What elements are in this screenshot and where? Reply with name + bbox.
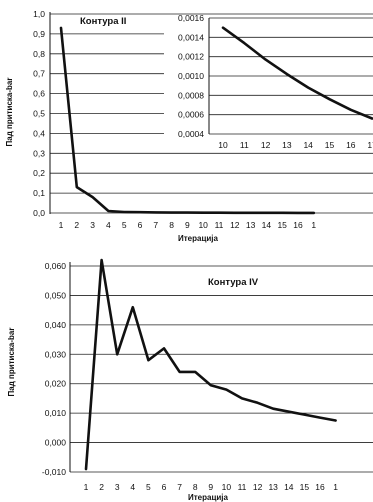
c1-x-tick-label: 6 xyxy=(138,220,143,230)
c1-x-tick-label: 7 xyxy=(153,220,158,230)
c3-x-tick-label: 6 xyxy=(162,482,167,492)
c1-x-tick-label: 1 xyxy=(59,220,64,230)
c3-y-tick-label: 0,010 xyxy=(45,408,67,418)
c1-y-tick-label: 1,0 xyxy=(33,9,45,19)
chart-contour-2: 0,00,10,20,30,40,50,60,70,80,91,01 2 3 4 5 6 7… xyxy=(5,9,373,243)
c3-y-tick-label: 0,060 xyxy=(45,261,67,271)
c1-series-line xyxy=(59,26,316,215)
c1-y-tick-label: 0,8 xyxy=(33,49,45,59)
c3-x-tick-label: 15 xyxy=(300,482,310,492)
c2-y-tick-label: 0,0006 xyxy=(178,110,204,120)
c1-x-tick-label: 11 xyxy=(215,220,224,230)
c2-y-tick-label: 0,0016 xyxy=(178,13,204,23)
c1-x-axis-label: Итерација xyxy=(178,234,219,243)
c2-x-tick-label: 17 xyxy=(367,140,373,150)
c2-x-tick-label: 11 xyxy=(240,140,249,150)
c2-x-tick-label: 10 xyxy=(218,140,228,150)
c2-x-tick-label: 14 xyxy=(303,140,313,150)
c3-x-tick-label: 11 xyxy=(238,482,247,492)
c3-y-tick-label: 0,030 xyxy=(45,349,67,359)
c3-y-tick-label: 0,040 xyxy=(45,320,67,330)
c1-y-tick-label: 0,2 xyxy=(33,168,45,178)
c2-y-tick-label: 0,0004 xyxy=(178,129,204,139)
c1-x-tick-label: 2 xyxy=(74,220,79,230)
c3-x-tick-label: 5 xyxy=(146,482,151,492)
c2-x-tick-label: 13 xyxy=(282,140,292,150)
c2-y-tick-label: 0,0008 xyxy=(178,90,204,100)
c3-x-tick-label: 14 xyxy=(284,482,294,492)
c3-x-tick-label: 2 xyxy=(99,482,104,492)
c1-x-tick-label: 12 xyxy=(230,220,240,230)
c1-x-tick-label: 1 xyxy=(311,220,316,230)
c1-y-tick-label: 0,0 xyxy=(33,208,45,218)
c3-x-tick-label: 3 xyxy=(115,482,120,492)
c2-x-tick-label: 15 xyxy=(325,140,335,150)
c3-x-tick-label: 9 xyxy=(208,482,213,492)
c3-y-tick-label: -0,010 xyxy=(42,467,66,477)
c1-x-tick-label: 3 xyxy=(90,220,95,230)
c3-y-tick-label: 0,020 xyxy=(45,379,67,389)
c3-grid xyxy=(70,265,373,473)
c2-x-tick-label: 12 xyxy=(261,140,271,150)
c3-series-line xyxy=(84,258,337,471)
c1-x-tick-label: 13 xyxy=(246,220,256,230)
c1-x-tick-label: 10 xyxy=(198,220,208,230)
c3-chart-title: Контура IV xyxy=(208,277,259,288)
c1-y-tick-label: 0,4 xyxy=(33,128,45,138)
c3-series xyxy=(84,258,337,471)
c3-ticks: -0,010 0,000 0,010 0,020 0,030 0,040 0,050 0,06… xyxy=(42,261,338,492)
c2-y-tick-label: 0,0012 xyxy=(178,52,204,62)
c3-x-tick-label: 12 xyxy=(253,482,263,492)
c1-y-tick-label: 0,3 xyxy=(33,148,45,158)
c1-y-axis-label: Пад притиска-bar xyxy=(5,78,14,147)
c1-y-tick-label: 0,7 xyxy=(33,69,45,79)
c2-y-tick-label: 0,0010 xyxy=(178,71,204,81)
c1-y-tick-label: 0,9 xyxy=(33,29,45,39)
c3-y-axis-label: Пад притиска-bar xyxy=(7,328,16,397)
c2-series-line xyxy=(221,26,373,120)
c3-y-tick-label: 0,000 xyxy=(45,438,67,448)
c1-x-tick-label: 8 xyxy=(169,220,174,230)
c3-x-tick-label: 1 xyxy=(84,482,89,492)
c1-series xyxy=(59,26,316,215)
c1-x-tick-label: 15 xyxy=(277,220,287,230)
c1-x-tick-label: 16 xyxy=(293,220,303,230)
c3-y-tick-label: 0,050 xyxy=(45,290,67,300)
c3-x-tick-label: 4 xyxy=(130,482,135,492)
c1-y-tick-label: 0,1 xyxy=(33,188,45,198)
c2-x-tick-label: 16 xyxy=(346,140,356,150)
c1-x-tick-label: 4 xyxy=(106,220,111,230)
c1-ticks: 0,00,10,20,30,40,50,60,70,80,91,01 2 3 4 5 6 7… xyxy=(33,9,316,230)
c1-chart-title: Контура II xyxy=(80,16,126,27)
c3-x-tick-label: 16 xyxy=(315,482,325,492)
c3-x-tick-label: 1 xyxy=(333,482,338,492)
c1-y-tick-label: 0,5 xyxy=(33,109,45,119)
c3-x-tick-label: 8 xyxy=(193,482,198,492)
c1-x-tick-label: 5 xyxy=(122,220,127,230)
c2-series xyxy=(221,26,373,120)
c1-x-tick-label: 14 xyxy=(262,220,272,230)
c3-x-tick-label: 13 xyxy=(268,482,278,492)
c3-x-tick-label: 10 xyxy=(222,482,232,492)
c1-y-tick-label: 0,6 xyxy=(33,89,45,99)
c1-x-tick-label: 9 xyxy=(185,220,190,230)
c2-ticks: 0,0004 0,0006 0,0008 0,0010 0,0012 0,0014 0,00… xyxy=(178,13,373,150)
chart-contour-4: -0,010 0,000 0,010 0,020 0,030 0,040 0,050 0,06… xyxy=(7,258,373,502)
c3-x-tick-label: 7 xyxy=(177,482,182,492)
c2-y-tick-label: 0,0014 xyxy=(178,32,204,42)
c3-x-axis-label: Итерација xyxy=(188,493,229,502)
chart-contour-2-inset: 0,0004 0,0006 0,0008 0,0010 0,0012 0,0014 0,00… xyxy=(164,13,373,150)
